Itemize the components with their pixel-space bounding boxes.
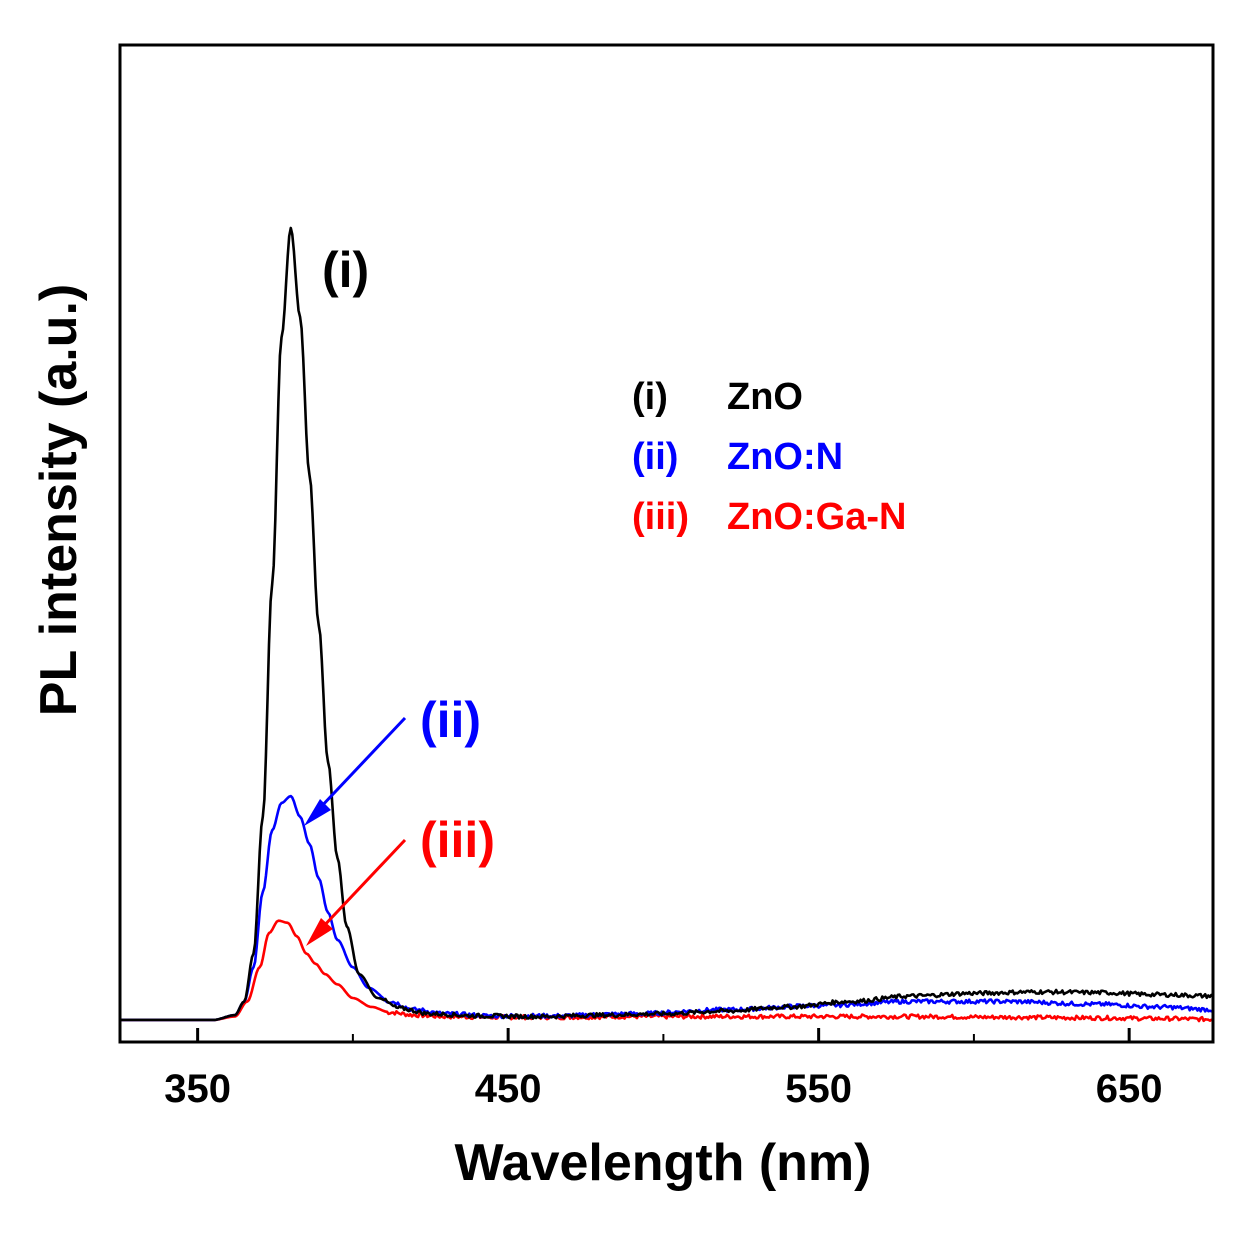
arrowhead-ii <box>304 799 331 826</box>
x-axis-ticks: 350 450 550 650 <box>164 1028 1163 1111</box>
spectrum-line-zno <box>120 226 1214 1022</box>
peak-label-i: (i) <box>322 242 369 298</box>
legend-label-zno: ZnO <box>727 376 803 418</box>
legend-marker-i: (i) <box>632 376 668 418</box>
peak-annotations: (i) (ii) (iii) <box>304 242 495 946</box>
arrowhead-iii <box>306 918 333 946</box>
x-tick-label: 550 <box>785 1067 852 1111</box>
peak-label-ii: (ii) <box>420 692 481 748</box>
legend-label-zno-n: ZnO:N <box>727 436 843 478</box>
x-axis-title: Wavelength (nm) <box>455 1134 872 1192</box>
arrow-line-ii <box>316 716 407 812</box>
legend-marker-ii: (ii) <box>632 436 678 478</box>
legend-label-zno-ga-n: ZnO:Ga-N <box>727 496 906 538</box>
legend: (i) ZnO (ii) ZnO:N (iii) ZnO:Ga-N <box>632 376 906 538</box>
x-tick-label: 650 <box>1096 1067 1163 1111</box>
y-axis-title: PL intensity (a.u.) <box>30 284 88 716</box>
spectrum-line-zno-ga-n <box>120 919 1214 1023</box>
x-tick-label: 450 <box>475 1067 542 1111</box>
legend-marker-iii: (iii) <box>632 496 689 538</box>
x-tick-label: 350 <box>164 1067 231 1111</box>
plot-frame <box>118 43 1215 1044</box>
series-layer <box>120 226 1214 1023</box>
peak-label-iii: (iii) <box>420 812 495 868</box>
arrow-line-iii <box>318 838 407 932</box>
